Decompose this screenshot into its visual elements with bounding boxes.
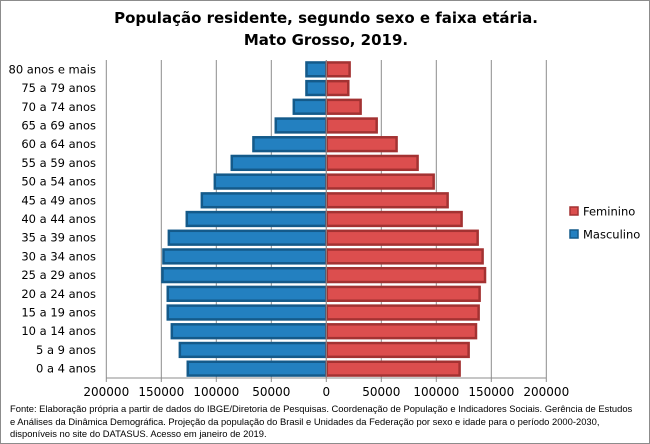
bar-masculino (161, 266, 328, 284)
y-category-label: 50 a 54 anos (21, 175, 96, 189)
bar-feminino (325, 79, 350, 97)
y-category-label: 30 a 34 anos (21, 249, 96, 263)
bar-feminino (325, 266, 487, 284)
bar-feminino (325, 61, 351, 78)
chart-title-line1: População residente, segundo sexo e faix… (114, 9, 538, 27)
bar-masculino (305, 61, 328, 78)
x-tick-label: 200000 (83, 385, 129, 399)
y-category-label: 55 a 59 anos (21, 156, 96, 170)
bar-masculino (213, 173, 328, 190)
y-category-label: 80 anos e mais (9, 62, 96, 76)
bar-masculino (167, 229, 328, 246)
x-tick-label: 200000 (523, 385, 569, 399)
bar-masculino (200, 192, 328, 209)
y-category-label: 5 a 9 anos (36, 343, 96, 357)
bar-feminino (325, 136, 398, 153)
legend-label-feminino: Feminino (583, 205, 635, 219)
bar-masculino (178, 341, 328, 359)
bar-feminino (325, 229, 479, 246)
bar-feminino (325, 285, 481, 302)
x-tick-label: 50000 (252, 385, 290, 399)
bar-feminino (325, 248, 484, 265)
bar-masculino (305, 79, 328, 97)
y-category-label: 65 a 69 anos (21, 118, 96, 132)
bar-feminino (325, 360, 461, 377)
bar-feminino (325, 98, 362, 115)
chart-title-line2: Mato Grosso, 2019. (243, 31, 409, 49)
bar-masculino (292, 98, 328, 115)
bar-masculino (252, 136, 328, 153)
y-category-label: 75 a 79 anos (21, 81, 96, 95)
x-tick-label: 50000 (362, 385, 400, 399)
y-category-label: 10 a 14 anos (21, 324, 96, 338)
bar-feminino (325, 117, 378, 134)
y-category-label: 60 a 64 anos (21, 137, 96, 151)
bar-masculino (166, 285, 328, 302)
bar-masculino (274, 117, 328, 134)
bar-feminino (325, 173, 435, 190)
bar-feminino (325, 192, 449, 209)
bar-masculino (166, 304, 328, 321)
y-category-label: 25 a 29 anos (21, 268, 96, 282)
y-category-label: 70 a 74 anos (21, 100, 96, 114)
y-category-label: 20 a 24 anos (21, 287, 96, 301)
y-category-label: 40 a 44 anos (21, 212, 96, 226)
bar-feminino (325, 341, 470, 359)
bar-feminino (325, 154, 419, 172)
bar-masculino (162, 248, 328, 265)
bar-feminino (325, 210, 463, 228)
x-tick-label: 0 (322, 385, 330, 399)
legend-label-masculino: Masculino (583, 228, 640, 242)
y-category-label: 45 a 49 anos (21, 193, 96, 207)
bar-masculino (170, 323, 328, 340)
source-note: Fonte: Elaboração própria a partir de da… (10, 403, 633, 439)
bar-masculino (186, 360, 328, 377)
x-tick-label: 150000 (138, 385, 184, 399)
bar-feminino (325, 304, 480, 321)
y-category-label: 15 a 19 anos (21, 306, 96, 320)
y-category-label: 35 a 39 anos (21, 231, 96, 245)
x-tick-label: 150000 (468, 385, 514, 399)
x-tick-label: 100000 (413, 385, 459, 399)
legend-swatch-masculino (569, 229, 579, 239)
bar-feminino (325, 323, 478, 340)
legend-swatch-feminino (569, 206, 579, 216)
y-category-label: 0 a 4 anos (36, 362, 96, 376)
bar-masculino (230, 154, 328, 172)
x-tick-label: 100000 (193, 385, 239, 399)
bar-masculino (185, 210, 328, 228)
